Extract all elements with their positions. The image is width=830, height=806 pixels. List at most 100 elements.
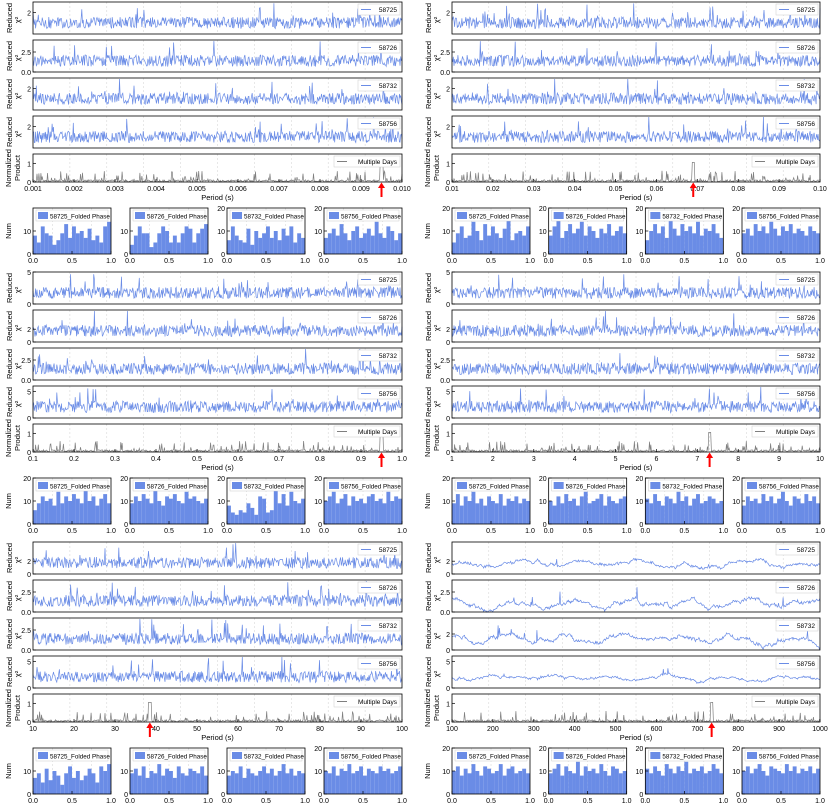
arrow-head (708, 722, 716, 728)
legend: 58725 (775, 3, 819, 16)
legend-label: 58726_Folded Phase (566, 484, 626, 491)
histogram-bar (467, 235, 472, 254)
subplot-frame (451, 153, 821, 183)
legend: 58756 (357, 657, 401, 670)
legend-box (35, 479, 109, 492)
histogram-bar (548, 773, 553, 794)
x-tick-label: 1.0 (203, 798, 213, 805)
histogram-bar (595, 773, 600, 794)
histogram-bar (471, 491, 476, 524)
histogram-bar (157, 233, 162, 254)
series-line-58732 (32, 78, 403, 106)
x-tick-label: 0.0 (640, 798, 650, 805)
histogram-bar (463, 768, 468, 794)
histogram-bar (753, 768, 758, 794)
x-tick-label: 1.0 (397, 258, 407, 265)
histogram-bar (514, 233, 519, 254)
y-tick-label: 5 (27, 270, 31, 277)
histogram-bar (107, 221, 111, 254)
x-tick-label: 0.0 (544, 528, 554, 535)
chi2-subplot: 0 2 58726 Reduced χ² (424, 309, 821, 347)
y-axis-label: Reduced (424, 543, 433, 573)
histogram-bar (289, 491, 294, 524)
legend-box (775, 657, 819, 670)
x-tick-label: 0.0 (28, 528, 38, 535)
histogram-bar (87, 228, 92, 254)
legend: 58756 (357, 117, 401, 130)
histogram-bar (514, 773, 519, 794)
histogram-bar (87, 501, 92, 524)
x-tick-label: 0.5 (358, 798, 368, 805)
y-axis-label: Reduced (424, 657, 433, 687)
histogram-bar (79, 780, 84, 794)
x-tick-label: 0.003 (106, 186, 124, 193)
histogram-panel: 0 10 20 0.0 0.5 1.0 58756_Folded Phase (732, 746, 825, 805)
histogram-bar (72, 777, 76, 794)
legend-swatch (747, 212, 757, 219)
histogram-bar (796, 228, 801, 254)
histogram-bar (668, 498, 673, 524)
x-axis-label: Period (s) (620, 733, 653, 742)
y-tick-label: 20 (636, 206, 644, 213)
legend-box (333, 695, 401, 708)
chi2-subplot: 0 5 58756 Reduced χ² (5, 655, 403, 693)
legend-label: 58756_Folded Phase (759, 484, 819, 491)
subplot-frame (32, 385, 403, 419)
x-tick-label: 0.5 (583, 258, 593, 265)
histogram-bar (502, 505, 507, 524)
x-tick-label: 0.5 (486, 798, 496, 805)
histogram-bar (188, 228, 193, 254)
histogram-bar (753, 224, 758, 254)
histogram-bar (459, 226, 464, 254)
legend-label: Multiple Days (776, 699, 816, 706)
x-tick-label: 1.0 (203, 258, 213, 265)
subplot-frame (32, 115, 403, 149)
legend: 58726 (357, 581, 401, 594)
y-tick-label: 5 (27, 659, 31, 666)
histogram-bar (33, 235, 37, 254)
histogram-bar (48, 780, 53, 794)
legend-label: 58726_Folded Phase (566, 214, 626, 221)
x-tick-label: 1.0 (525, 798, 535, 805)
histogram-bar (761, 494, 766, 524)
x-axis-label: Period (s) (620, 193, 653, 202)
y-axis-label: Reduced (424, 117, 433, 147)
y-axis-label: Num (423, 223, 432, 239)
legend-box (751, 695, 819, 708)
histogram-bar (614, 768, 619, 794)
histogram-bar (266, 512, 270, 524)
legend: 58732 (357, 349, 401, 362)
legend-box (229, 749, 303, 762)
legend: 58732_Folded Phase (229, 209, 304, 222)
chi2-subplot: 2 58725 Reduced χ² (5, 1, 403, 35)
histogram-bar (327, 773, 332, 794)
y-tick-label: 20 (539, 746, 547, 753)
histogram-panel: 0 10 20 0.0 0.5 1.0 58756_Folded Phase (732, 476, 825, 535)
chi2-subplot: 0 5 58756 Reduced χ² (5, 385, 403, 423)
histogram-bar (165, 231, 169, 254)
histogram-panel: 0 10 20 0.0 0.5 1.0 58732_Folded Phase (636, 476, 729, 535)
x-tick-label: 0.09 (772, 186, 786, 193)
x-tick-label: 1 (450, 456, 454, 463)
histogram-bar (583, 235, 588, 254)
histogram-bar (60, 233, 65, 254)
x-tick-label: 0.0 (319, 528, 329, 535)
histogram-bar (491, 773, 495, 794)
chi2-subplot: 0 2 58732 Reduced χ² (424, 617, 821, 655)
x-tick-label: 0.002 (65, 186, 83, 193)
x-tick-label: 0.0 (319, 258, 329, 265)
histogram-bar (258, 237, 263, 254)
x-tick-label: 60 (234, 726, 242, 733)
histogram-bar (753, 498, 758, 524)
histogram-bar (246, 503, 251, 524)
histogram-bar (382, 237, 387, 254)
x-tick-label: 1.0 (718, 798, 728, 805)
legend-box (357, 3, 401, 16)
histogram-bar (777, 771, 781, 794)
y-tick-label: 1 (27, 161, 31, 168)
histogram-bar (141, 233, 146, 254)
histogram-bar (510, 766, 515, 794)
histogram-bar (719, 773, 724, 794)
legend-swatch (457, 482, 467, 489)
